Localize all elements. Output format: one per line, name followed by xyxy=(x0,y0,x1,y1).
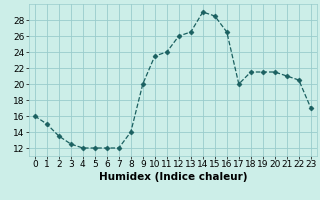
X-axis label: Humidex (Indice chaleur): Humidex (Indice chaleur) xyxy=(99,172,247,182)
